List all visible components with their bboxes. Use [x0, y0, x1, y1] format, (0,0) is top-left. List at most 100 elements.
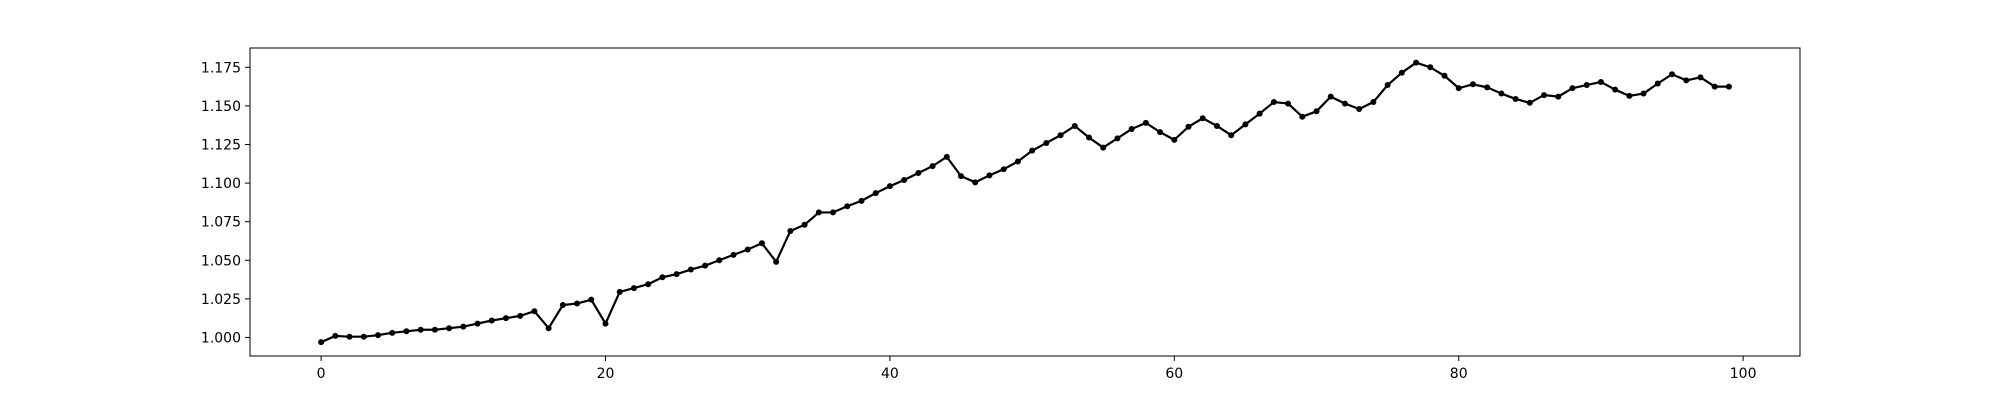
data-point — [659, 274, 666, 281]
data-point — [1555, 93, 1562, 100]
data-point — [901, 177, 908, 183]
data-point — [716, 257, 723, 264]
data-point — [1441, 72, 1448, 79]
data-point — [574, 300, 581, 307]
data-point — [844, 203, 851, 210]
data-point — [1085, 134, 1092, 141]
y-tick-label: 1.025 — [201, 292, 241, 308]
y-tick-label: 1.000 — [201, 330, 241, 346]
data-point — [1114, 135, 1121, 142]
data-point — [1683, 77, 1690, 84]
data-point — [1327, 93, 1334, 100]
data-point — [915, 170, 922, 177]
y-tick-label: 1.100 — [201, 176, 241, 192]
y-tick-label: 1.150 — [201, 99, 241, 115]
data-point — [773, 258, 780, 265]
data-point — [403, 328, 410, 335]
data-point — [702, 262, 709, 269]
data-point — [1057, 132, 1064, 139]
data-point — [830, 209, 837, 216]
data-point — [1157, 129, 1164, 136]
data-point — [1654, 80, 1661, 87]
data-point — [332, 332, 339, 339]
y-tick-label: 1.075 — [201, 215, 241, 231]
data-point — [1299, 113, 1306, 120]
data-point — [1526, 99, 1533, 106]
y-tick-label: 1.050 — [201, 253, 241, 269]
data-point — [1370, 99, 1377, 106]
data-point — [1612, 86, 1619, 93]
data-point — [1455, 85, 1462, 92]
x-tick-label: 0 — [317, 366, 326, 382]
data-point — [1626, 92, 1633, 99]
data-point — [958, 173, 965, 180]
data-point — [1356, 105, 1363, 112]
data-point — [758, 240, 765, 247]
data-point — [1242, 121, 1249, 128]
data-point — [1427, 64, 1434, 71]
data-point — [545, 325, 552, 332]
data-point — [929, 163, 936, 170]
data-point — [1469, 81, 1476, 88]
data-point — [1270, 99, 1277, 106]
data-point — [360, 333, 367, 340]
data-point — [645, 281, 652, 288]
axis-ticks: 0 20 40 60 80 100 1.000 1.025 1.050 1.075 1.100 1.1… — [201, 60, 1757, 382]
data-point — [1341, 100, 1348, 107]
data-point — [1512, 95, 1519, 102]
data-point — [1171, 136, 1178, 143]
data-point — [1213, 122, 1220, 129]
data-point — [972, 179, 979, 186]
data-point — [1071, 122, 1078, 129]
data-point — [986, 172, 993, 179]
data-point — [488, 317, 495, 324]
data-point — [389, 329, 396, 336]
data-point — [787, 227, 794, 234]
data-point — [1541, 92, 1548, 99]
x-tick-label: 60 — [1165, 366, 1183, 382]
data-point — [1142, 119, 1149, 126]
data-point — [374, 332, 381, 339]
data-point — [1199, 115, 1206, 122]
y-tick-label: 1.125 — [201, 137, 241, 153]
data-point — [1000, 166, 1007, 173]
data-point — [460, 323, 467, 330]
data-point — [1583, 82, 1590, 89]
data-point — [1569, 85, 1576, 92]
data-point — [801, 221, 808, 228]
series-line — [320, 61, 1729, 344]
data-point — [1697, 74, 1704, 81]
data-point — [531, 308, 538, 315]
data-point — [1398, 69, 1405, 76]
data-point — [673, 271, 680, 278]
data-point — [1597, 78, 1604, 85]
data-point — [616, 288, 623, 295]
data-point — [431, 326, 438, 333]
data-point — [872, 190, 879, 197]
data-point — [730, 251, 737, 258]
data-point — [1413, 59, 1420, 66]
data-point — [602, 320, 609, 327]
data-point — [446, 325, 453, 332]
data-point — [815, 209, 822, 216]
data-point — [588, 296, 595, 303]
data-point — [1711, 83, 1718, 90]
x-tick-label: 80 — [1450, 366, 1468, 382]
data-point — [744, 246, 751, 253]
data-point — [1185, 123, 1192, 130]
axes-frame — [249, 47, 1801, 357]
data-point — [474, 320, 481, 327]
data-point — [1285, 100, 1292, 107]
data-point — [687, 266, 694, 273]
data-point — [1498, 90, 1505, 97]
data-point — [517, 312, 524, 319]
data-point — [1640, 90, 1647, 97]
data-point — [502, 315, 509, 322]
x-tick-label: 20 — [597, 366, 615, 382]
x-tick-label: 100 — [1730, 366, 1757, 382]
data-point — [630, 285, 637, 292]
data-point — [858, 197, 865, 204]
y-tick-label: 1.175 — [201, 60, 241, 76]
